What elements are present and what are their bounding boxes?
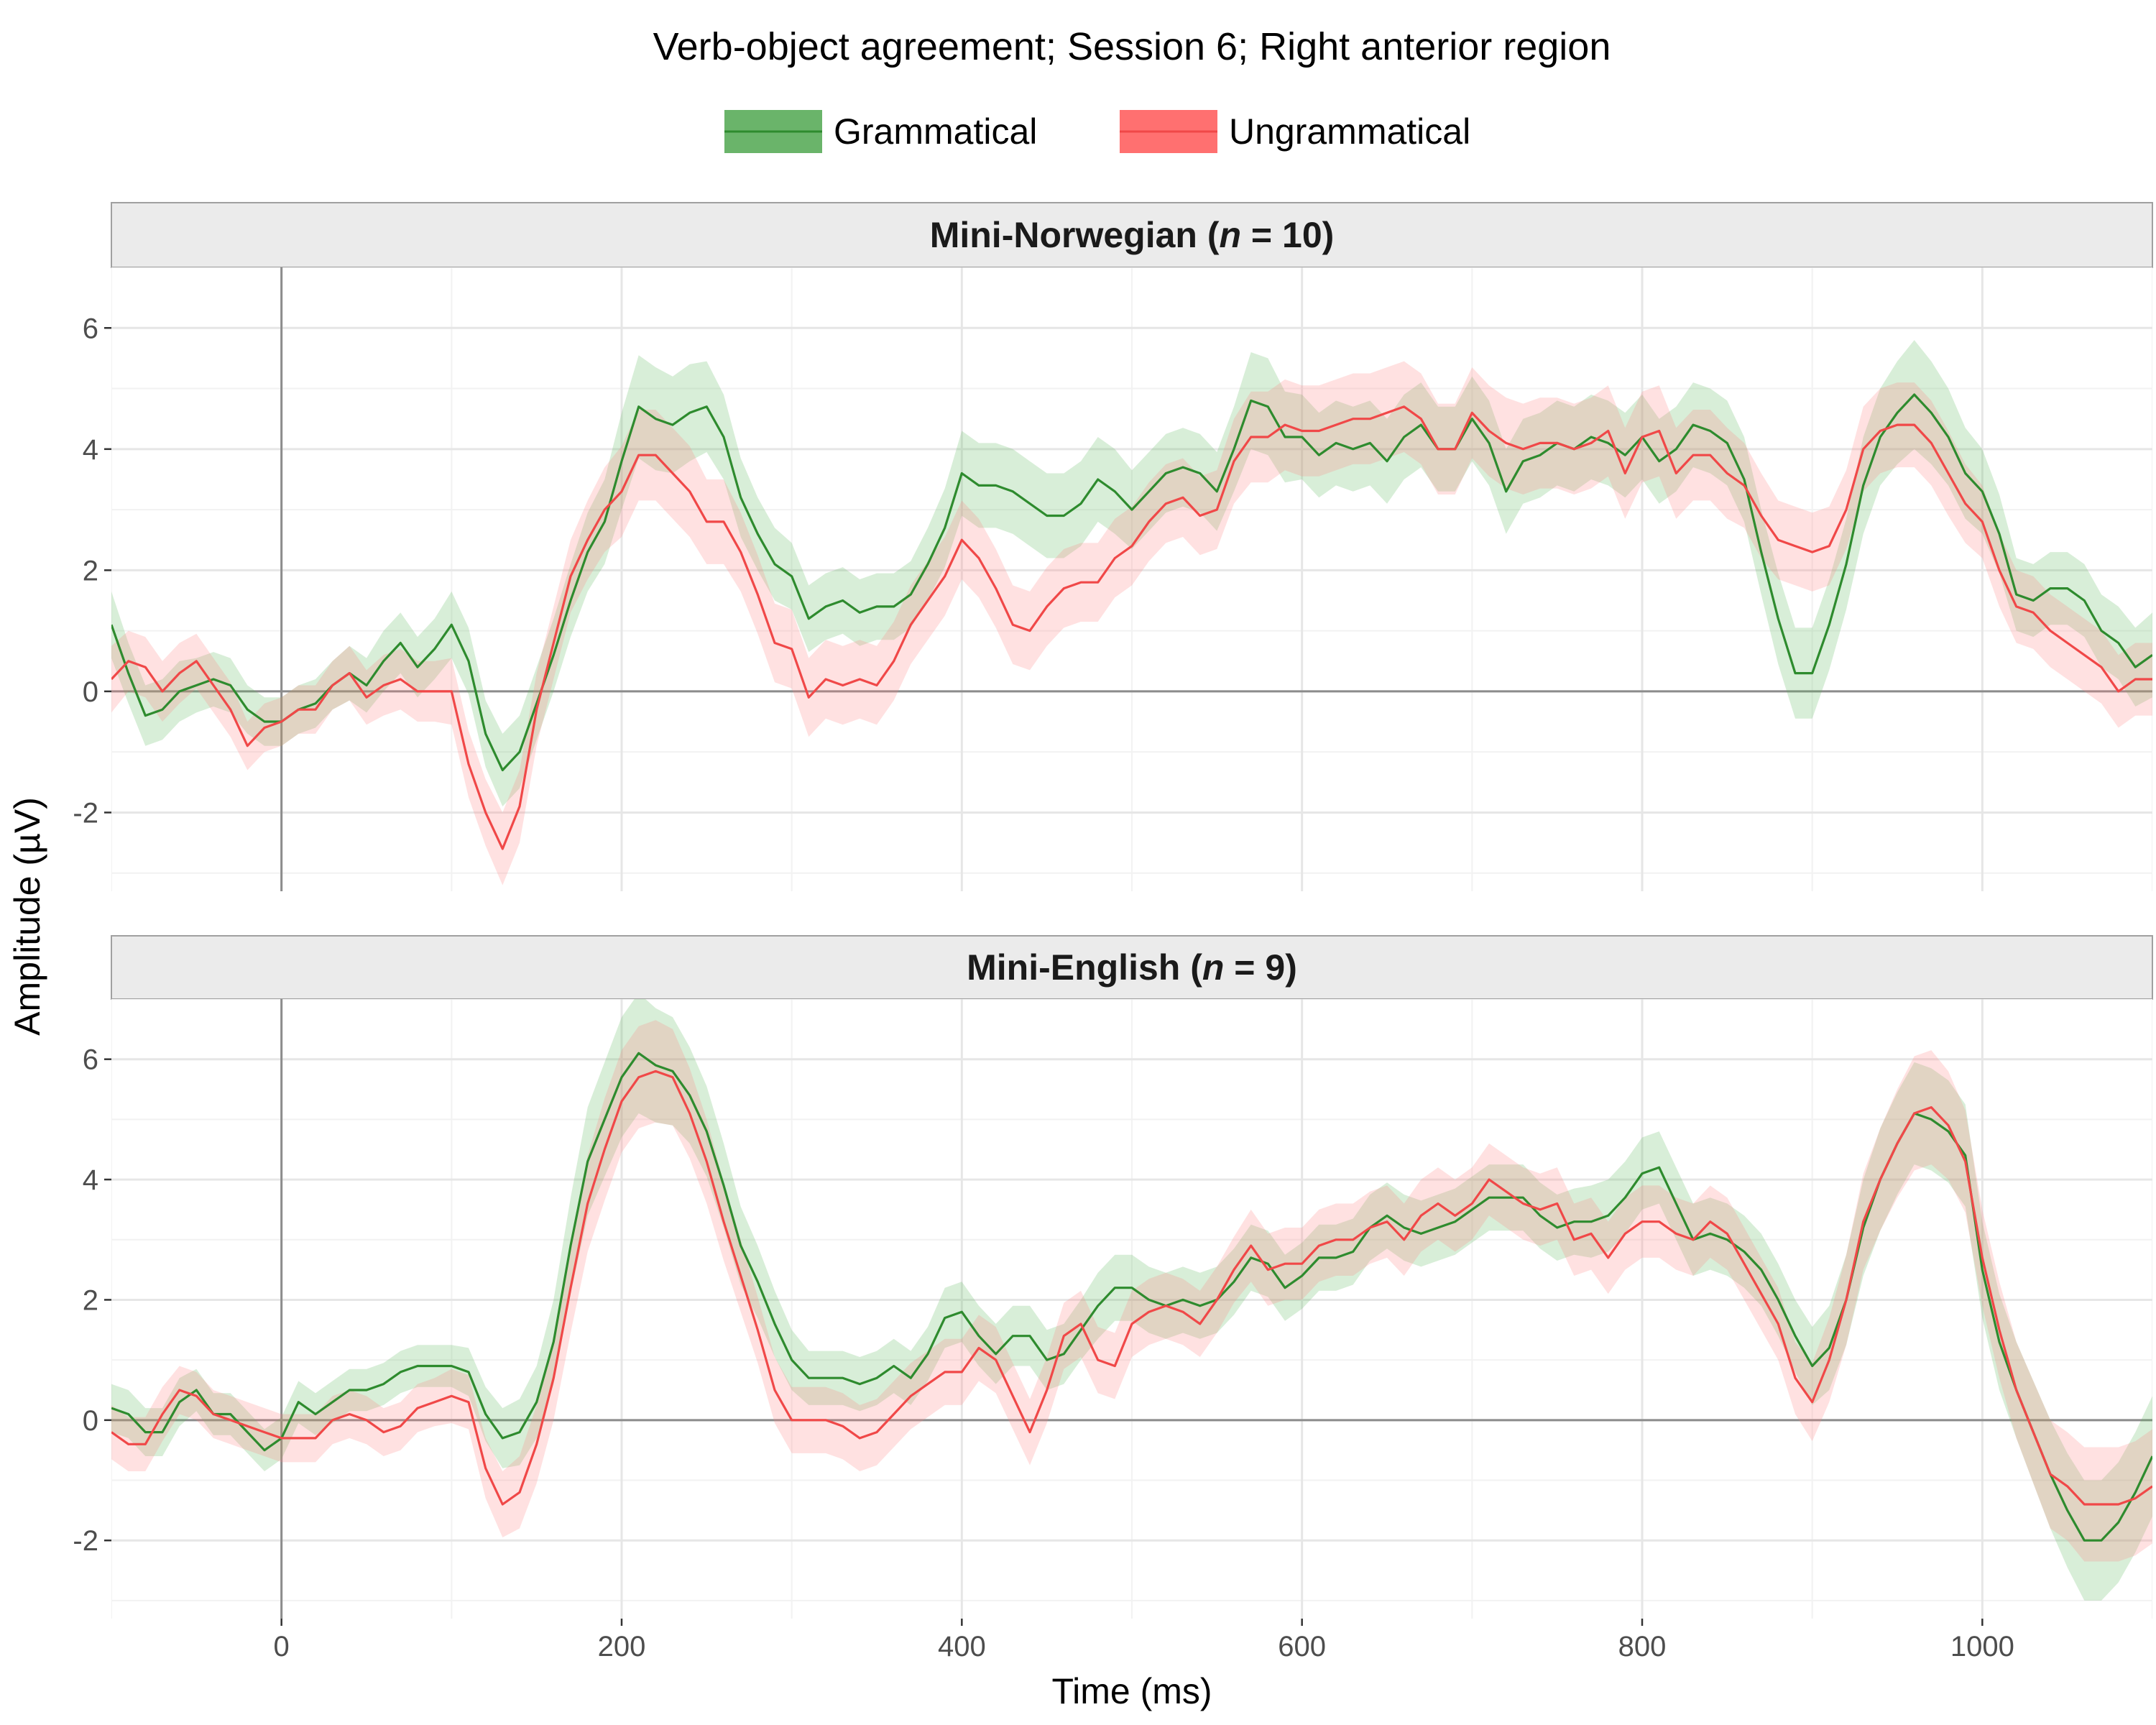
chart-title: Verb-object agreement; Session 6; Right …	[653, 25, 1611, 68]
series-line-grammatical	[111, 1052, 2152, 1542]
x-tick-label: 200	[598, 1631, 646, 1662]
legend-label-ungrammatical: Ungrammatical	[1229, 111, 1470, 152]
facet-strip-label: Mini-Norwegian (n = 10)	[930, 215, 1335, 255]
panel-body	[111, 267, 2152, 891]
facet-strip	[111, 935, 2153, 1000]
y-tick-label: 0	[83, 676, 98, 708]
x-axis-title: Time (ms)	[1051, 1671, 1212, 1711]
x-tick-label: 600	[1278, 1631, 1326, 1662]
facet-panel-2: Mini-English (n = 9) -2 0 2 4 6	[73, 935, 2153, 1619]
y-tick-label: 2	[83, 1284, 98, 1316]
y-tick-label: 6	[83, 1044, 98, 1076]
x-tick-label: 400	[938, 1631, 986, 1662]
facet-strip	[111, 202, 2153, 268]
series-line-grammatical	[111, 393, 2152, 772]
y-axis-title: Amplitude (µV)	[7, 797, 47, 1036]
y-tick-label: -2	[73, 797, 98, 829]
facet-strip-label: Mini-English (n = 9)	[967, 947, 1297, 988]
facet-panels: Mini-Norwegian (n = 10)-20246Mini-Englis…	[73, 202, 2153, 1619]
y-tick-label: 0	[83, 1405, 98, 1437]
y-tick-label: 4	[83, 434, 98, 466]
ci-band-grammatical	[111, 340, 2152, 807]
facet-panel-1: Mini-Norwegian (n = 10) -2 0 2 4 6	[73, 202, 2153, 891]
legend-label-grammatical: Grammatical	[834, 111, 1037, 152]
y-tick-label: -2	[73, 1525, 98, 1557]
series-line-ungrammatical	[111, 1070, 2152, 1506]
x-tick-label: 1000	[1950, 1631, 2014, 1662]
legend: Grammatical Ungrammatical	[724, 110, 1470, 153]
x-tick-label: 0	[274, 1631, 290, 1662]
y-tick-label: 4	[83, 1164, 98, 1196]
y-tick-label: 6	[83, 313, 98, 344]
x-tick-label: 800	[1618, 1631, 1667, 1662]
ci-band-grammatical	[111, 999, 2152, 1601]
panel-body	[111, 999, 2152, 1619]
ci-band-ungrammatical	[111, 1020, 2152, 1562]
y-tick-label: 2	[83, 555, 98, 586]
x-axis: 0 200 400 600 800 1000	[274, 1619, 2014, 1662]
series-line-ungrammatical	[111, 405, 2152, 850]
